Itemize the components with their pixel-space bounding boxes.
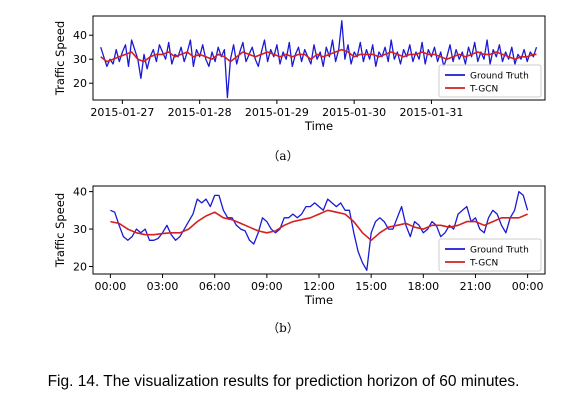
x-tick-label: 12:00 (303, 280, 335, 293)
x-axis-label: Time (304, 293, 333, 307)
legend-box (438, 64, 542, 98)
legend: Ground Truth T-GCN (438, 64, 542, 98)
x-tick-label: 2015-01-28 (168, 106, 232, 119)
legend-label: Ground Truth (470, 246, 529, 256)
y-tick-label: 40 (73, 29, 87, 42)
chart-a: 20 30 40 2015-01-27 2015-01-28 2015-01-29 2015… (53, 15, 546, 163)
series-line-t-gcn (100, 48, 537, 63)
chart-b: 20 30 40 00:00 03:00 06:00 09:00 12:00 15:00 18:0… (53, 185, 546, 335)
y-axis-label: Traffic Speed (53, 21, 67, 96)
y-axis-label: Traffic Speed (53, 193, 67, 268)
legend-label: T-GCN (469, 85, 498, 95)
x-tick-label: 00:00 (512, 280, 544, 293)
x-tick-label: 2015-01-29 (245, 106, 309, 119)
x-tick-label: 09:00 (251, 280, 283, 293)
x-tick-label: 21:00 (460, 280, 492, 293)
legend-box (438, 238, 542, 272)
x-tick-label: 2015-01-27 (90, 106, 154, 119)
x-tick-label: 03:00 (147, 280, 179, 293)
y-tick-label: 30 (73, 53, 87, 66)
legend-label: Ground Truth (470, 72, 529, 82)
x-tick-label: 06:00 (199, 280, 231, 293)
legend-label: T-GCN (469, 259, 498, 269)
y-tick-label: 30 (73, 223, 87, 236)
x-tick-label: 18:00 (407, 280, 439, 293)
x-tick-label: 15:00 (355, 280, 387, 293)
series-line-ground-truth (110, 190, 529, 271)
plot-frame (92, 15, 546, 101)
figure-caption: Fig. 14. The visualization results for p… (47, 373, 520, 390)
legend: Ground Truth T-GCN (438, 238, 542, 272)
series-line-t-gcn (110, 209, 528, 242)
subfigure-label: （b） (267, 321, 299, 335)
x-tick-label: 2015-01-30 (322, 106, 386, 119)
y-tick-label: 40 (73, 186, 87, 199)
y-tick-label: 20 (73, 261, 87, 274)
x-tick-label: 00:00 (95, 280, 127, 293)
x-axis-label: Time (304, 119, 333, 133)
x-tick-label: 2015-01-31 (399, 106, 463, 119)
subfigure-label: （a） (267, 149, 298, 163)
y-tick-label: 20 (73, 77, 87, 90)
